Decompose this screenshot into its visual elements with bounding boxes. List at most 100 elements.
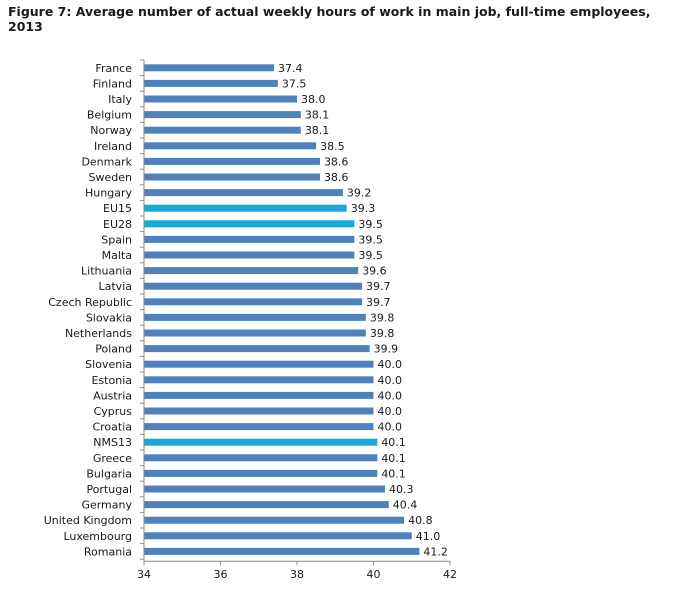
category-label: Belgium: [87, 109, 132, 122]
category-label: Estonia: [92, 374, 133, 387]
x-tick-label: 40: [367, 568, 381, 581]
data-label: 38.1: [305, 124, 330, 137]
data-label: 37.5: [282, 77, 307, 90]
data-label: 39.2: [347, 187, 372, 200]
bar-luxembourg: [144, 532, 412, 540]
category-label: Slovenia: [85, 358, 132, 371]
bar-romania: [144, 547, 420, 555]
category-label: Slovakia: [86, 311, 132, 324]
data-label: 40.1: [381, 467, 406, 480]
bar-ireland: [144, 142, 317, 150]
data-label: 38.6: [324, 171, 349, 184]
category-label: Denmark: [81, 155, 132, 168]
category-label: Germany: [81, 499, 132, 512]
data-label: 40.0: [378, 389, 403, 402]
data-label: 40.4: [393, 499, 418, 512]
data-label: 40.0: [378, 358, 403, 371]
bar-slovakia: [144, 313, 366, 321]
bar-sweden: [144, 173, 320, 181]
bar-czech-republic: [144, 298, 363, 306]
category-label: Lithuania: [81, 265, 132, 278]
category-label: Romania: [84, 545, 132, 558]
category-label: Finland: [93, 77, 132, 90]
data-label: 39.7: [366, 280, 391, 293]
bar-lithuania: [144, 267, 359, 275]
x-tick-label: 36: [214, 568, 228, 581]
data-label: 40.1: [381, 452, 406, 465]
bar-germany: [144, 501, 389, 509]
data-label: 38.1: [305, 109, 330, 122]
bar-latvia: [144, 282, 363, 290]
category-label: Austria: [93, 389, 132, 402]
data-label: 37.4: [278, 62, 303, 75]
category-label: Netherlands: [65, 327, 132, 340]
x-axis: 34 36 38 40 42: [137, 59, 457, 581]
category-label: Czech Republic: [48, 296, 132, 309]
bars-layer: [144, 64, 420, 555]
bar-greece: [144, 454, 378, 462]
data-label: 40.0: [378, 405, 403, 418]
bar-malta: [144, 251, 355, 259]
x-tick-label: 38: [290, 568, 304, 581]
chart-title: Figure 7: Average number of actual weekl…: [8, 4, 651, 34]
bar-portugal: [144, 485, 385, 493]
data-label: 39.3: [351, 202, 376, 215]
bar-austria: [144, 391, 374, 399]
category-label: EU28: [103, 218, 132, 231]
data-label: 38.5: [320, 140, 345, 153]
bar-eu15: [144, 204, 347, 212]
labels-layer: France 37.4 Finland 37.5 Italy 38.0 Belgium 38.…: [44, 62, 448, 559]
category-label: United Kingdom: [44, 514, 132, 527]
category-label: Sweden: [89, 171, 132, 184]
data-label: 41.0: [416, 530, 441, 543]
data-label: 39.9: [374, 343, 399, 356]
category-label: France: [95, 62, 132, 75]
bar-united-kingdom: [144, 516, 405, 524]
data-label: 40.1: [381, 436, 406, 449]
data-label: 40.0: [378, 374, 403, 387]
category-label: Hungary: [85, 187, 132, 200]
data-label: 39.8: [370, 327, 395, 340]
bar-norway: [144, 126, 301, 134]
x-tick-label: 34: [137, 568, 151, 581]
bar-cyprus: [144, 407, 374, 415]
bar-croatia: [144, 423, 374, 431]
data-label: 38.6: [324, 155, 349, 168]
category-label: Poland: [95, 343, 132, 356]
data-label: 39.5: [358, 218, 383, 231]
data-label: 39.8: [370, 311, 395, 324]
category-label: Spain: [101, 233, 132, 246]
category-label: Greece: [93, 452, 132, 465]
data-label: 40.0: [378, 421, 403, 434]
category-label: Croatia: [92, 421, 132, 434]
bar-finland: [144, 79, 278, 87]
category-label: Latvia: [99, 280, 133, 293]
data-label: 39.6: [362, 265, 387, 278]
category-label: Italy: [108, 93, 132, 106]
category-label: Portugal: [86, 483, 132, 496]
category-label: Luxembourg: [63, 530, 132, 543]
bar-netherlands: [144, 329, 366, 337]
bar-slovenia: [144, 360, 374, 368]
bar-bulgaria: [144, 469, 378, 477]
bar-france: [144, 64, 275, 72]
bar-poland: [144, 345, 370, 353]
data-label: 41.2: [423, 545, 448, 558]
category-label: EU15: [103, 202, 132, 215]
category-label: Ireland: [94, 140, 132, 153]
data-label: 40.3: [389, 483, 414, 496]
bar-estonia: [144, 376, 374, 384]
data-label: 39.7: [366, 296, 391, 309]
bar-italy: [144, 95, 297, 103]
category-label: Cyprus: [94, 405, 133, 418]
category-label: Malta: [102, 249, 132, 262]
bar-hungary: [144, 189, 343, 197]
x-tick-label: 42: [443, 568, 457, 581]
bar-eu28: [144, 220, 355, 228]
data-label: 38.0: [301, 93, 326, 106]
data-label: 40.8: [408, 514, 433, 527]
data-label: 39.5: [358, 233, 383, 246]
bar-spain: [144, 235, 355, 243]
category-label: NMS13: [93, 436, 132, 449]
